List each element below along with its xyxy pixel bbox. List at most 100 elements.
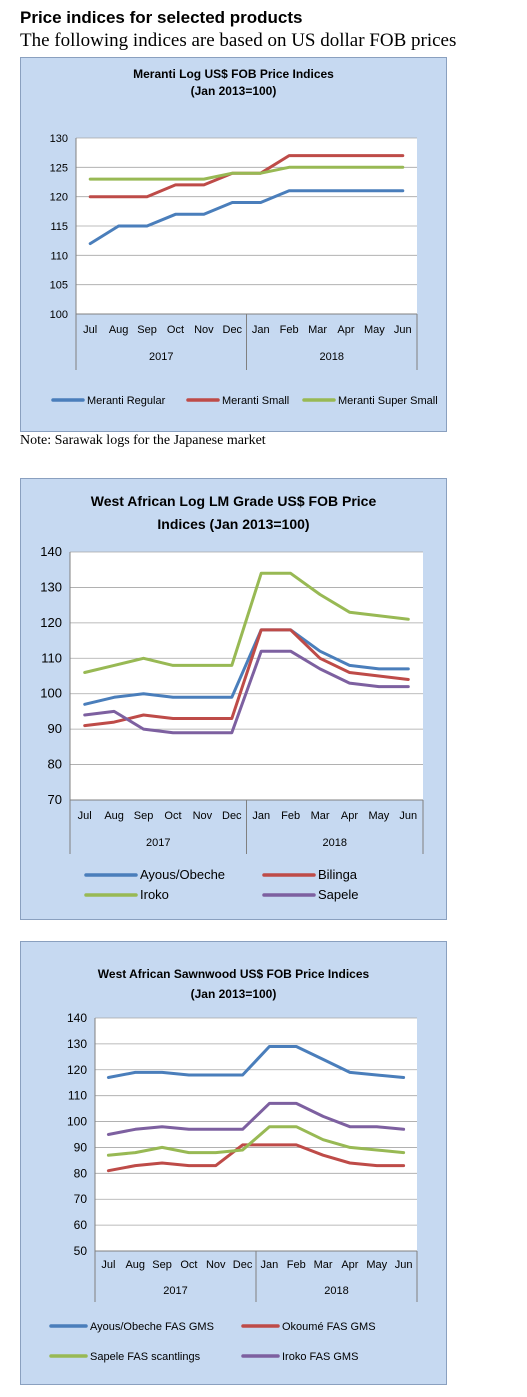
x-tick-label: May [368, 810, 389, 822]
chart-subtitle: (Jan 2013=100) [191, 987, 277, 1001]
page-subheading: The following indices are based on US do… [20, 30, 457, 51]
series-line-3 [88, 165, 405, 181]
y-tick-label: 60 [74, 1218, 88, 1232]
y-tick-label: 120 [40, 615, 62, 630]
chart-panel-meranti: Meranti Log US$ FOB Price Indices (Jan 20… [20, 57, 447, 432]
x-group-label: 2017 [149, 351, 173, 363]
x-tick-label: Nov [194, 324, 214, 336]
legend-label: Iroko FAS GMS [282, 1351, 358, 1363]
y-tick-label: 100 [40, 686, 62, 701]
x-tick-label: Apr [341, 1259, 358, 1271]
legend-label: Bilinga [318, 867, 358, 882]
y-tick-label: 110 [68, 1089, 87, 1103]
legend-label: Iroko [140, 887, 169, 902]
chart-west-african-log-svg: West African Log LM Grade US$ FOB Price I… [40, 493, 424, 902]
x-tick-label: Apr [341, 810, 358, 822]
y-tick-label: 115 [50, 221, 68, 233]
series-line-4 [83, 649, 410, 735]
x-group-label: 2018 [324, 1285, 348, 1297]
y-tick-label: 80 [74, 1166, 88, 1180]
chart-west-african-sawnwood-svg: West African Sawnwood US$ FOB Price Indi… [49, 967, 418, 1363]
legend-label: Ayous/Obeche [140, 867, 225, 882]
y-tick-label: 110 [41, 650, 62, 665]
y-tick-label: 140 [67, 1011, 87, 1025]
x-tick-label: Jan [252, 810, 270, 822]
x-tick-label: Mar [308, 324, 327, 336]
chart-subtitle: Indices (Jan 2013=100) [157, 516, 309, 532]
x-tick-label: Mar [311, 810, 330, 822]
x-tick-label: Dec [233, 1259, 253, 1271]
x-tick-label: Oct [164, 810, 181, 822]
series-line-1 [106, 1045, 406, 1079]
page-heading: Price indices for selected products [20, 8, 303, 27]
x-tick-label: May [364, 324, 385, 336]
x-tick-label: Jun [394, 324, 412, 336]
x-tick-label: Jan [252, 324, 270, 336]
legend-label: Sapele FAS scantlings [90, 1351, 201, 1363]
x-group-label: 2018 [320, 351, 344, 363]
x-tick-label: Aug [125, 1259, 145, 1271]
y-tick-label: 100 [67, 1115, 87, 1129]
y-tick-label: 90 [48, 721, 62, 736]
x-group-label: 2017 [163, 1285, 187, 1297]
chart-title: Meranti Log US$ FOB Price Indices [133, 67, 334, 81]
series-line-1 [88, 189, 405, 246]
legend-label: Sapele [318, 887, 358, 902]
chart-title: West African Sawnwood US$ FOB Price Indi… [98, 967, 370, 981]
chart-title: West African Log LM Grade US$ FOB Price [91, 493, 377, 509]
x-tick-label: Jan [261, 1259, 279, 1271]
series-line-3 [106, 1125, 406, 1157]
chart-panel-west-african-sawnwood: West African Sawnwood US$ FOB Price Indi… [20, 941, 447, 1385]
x-tick-label: Jul [101, 1259, 115, 1271]
y-tick-label: 70 [74, 1192, 88, 1206]
x-tick-label: Jun [399, 810, 417, 822]
y-tick-label: 125 [50, 162, 68, 174]
plot-area [95, 1018, 417, 1251]
x-tick-label: Nov [206, 1259, 226, 1271]
x-tick-label: Oct [167, 324, 184, 336]
chart-panel-west-african-log: West African Log LM Grade US$ FOB Price I… [20, 478, 447, 920]
x-tick-label: Jun [395, 1259, 413, 1271]
y-tick-label: 80 [48, 757, 62, 772]
x-tick-label: May [366, 1259, 387, 1271]
legend-label: Meranti Super Small [338, 395, 438, 407]
y-tick-label: 105 [50, 280, 68, 292]
chart-meranti-svg: Meranti Log US$ FOB Price Indices (Jan 20… [50, 67, 438, 407]
y-tick-label: 100 [50, 309, 68, 321]
x-tick-label: Dec [222, 810, 242, 822]
y-tick-label: 130 [50, 133, 68, 145]
x-tick-label: Feb [287, 1259, 306, 1271]
y-tick-label: 110 [50, 250, 68, 262]
legend-label: Ayous/Obeche FAS GMS [90, 1321, 214, 1333]
x-tick-label: Sep [134, 810, 154, 822]
x-tick-label: Jul [78, 810, 92, 822]
x-tick-label: Oct [180, 1259, 197, 1271]
series-line-3 [83, 571, 410, 674]
y-tick-label: 90 [74, 1140, 88, 1154]
y-tick-label: 50 [74, 1244, 88, 1258]
series-line-1 [83, 628, 410, 706]
series-line-2 [83, 628, 410, 728]
x-tick-label: Feb [281, 810, 300, 822]
x-tick-label: Sep [152, 1259, 172, 1271]
x-tick-label: Dec [223, 324, 243, 336]
y-tick-label: 120 [67, 1063, 87, 1077]
x-tick-label: Feb [280, 324, 299, 336]
x-group-label: 2017 [146, 837, 170, 849]
x-tick-label: Mar [314, 1259, 333, 1271]
note-text: Note: Sarawak logs for the Japanese mark… [20, 433, 266, 448]
x-tick-label: Jul [83, 324, 97, 336]
x-tick-label: Aug [104, 810, 124, 822]
y-tick-label: 120 [50, 192, 68, 204]
legend-label: Okoumé FAS GMS [282, 1321, 376, 1333]
series-line-4 [106, 1101, 406, 1136]
x-tick-label: Sep [137, 324, 157, 336]
chart-subtitle: (Jan 2013=100) [191, 84, 277, 98]
y-tick-label: 130 [67, 1037, 87, 1051]
x-tick-label: Aug [109, 324, 129, 336]
x-tick-label: Apr [337, 324, 354, 336]
y-tick-label: 130 [40, 579, 62, 594]
series-line-2 [106, 1143, 406, 1173]
y-tick-label: 70 [48, 792, 62, 807]
y-tick-label: 140 [40, 544, 62, 559]
